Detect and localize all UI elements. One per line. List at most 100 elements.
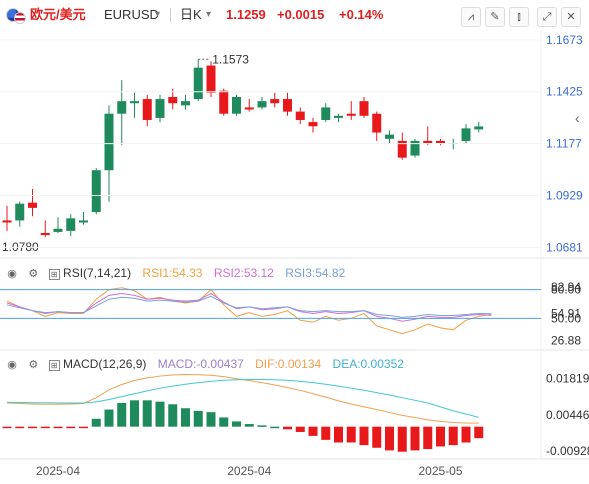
settings-gear-icon[interactable]: ⚙ bbox=[28, 359, 39, 371]
macd-histogram-bar bbox=[104, 409, 114, 427]
rsi-tick-label: 80.00 bbox=[551, 283, 581, 297]
candle-body bbox=[295, 111, 305, 120]
period-selector[interactable]: 日K bbox=[180, 7, 202, 22]
candle-body bbox=[334, 115, 343, 118]
macd-histogram-bar bbox=[168, 404, 178, 427]
candle-body bbox=[104, 113, 114, 171]
candle-body bbox=[40, 232, 50, 236]
chart-header: 欧元/美元 EURUSD ▾ 日K ▾ 1.1259 +0.0015 +0.14… bbox=[0, 0, 589, 30]
candle-body bbox=[321, 107, 331, 120]
rsi-panel-header: ◉ ⚙ ⊞ RSI(7,14,21) RSI1:54.33 RSI2:53.12… bbox=[6, 266, 345, 280]
macd-histogram-bar bbox=[397, 426, 407, 452]
fullscreen-icon[interactable]: ⤢ bbox=[537, 7, 557, 27]
candle-body bbox=[206, 65, 216, 93]
candle-body bbox=[219, 90, 229, 114]
candle-body bbox=[308, 122, 318, 127]
candle-body bbox=[346, 113, 356, 116]
rsi-tick-label: 50.00 bbox=[551, 311, 581, 325]
visibility-eye-icon[interactable]: ◉ bbox=[7, 359, 17, 371]
price-tick-label: 1.1177 bbox=[546, 137, 582, 151]
settings-gear-icon[interactable]: ⚙ bbox=[28, 268, 39, 280]
price-axis: 1.1673 1.1425 1.1177 1.0929 1.0681 bbox=[0, 33, 583, 254]
macd-histogram-bar bbox=[321, 426, 331, 440]
macd-histogram-bar bbox=[15, 426, 25, 429]
macd-histogram-bar bbox=[270, 426, 280, 429]
macd-tick-label: 0.01819 bbox=[546, 372, 589, 386]
close-icon[interactable]: ✕ bbox=[561, 7, 581, 27]
macd-histogram-bar bbox=[461, 426, 471, 443]
rsi-series bbox=[6, 287, 492, 335]
macd-histogram-bar bbox=[410, 426, 420, 451]
macd-histogram-bar bbox=[53, 426, 63, 429]
candle-body bbox=[244, 107, 254, 110]
macd-histogram-bar bbox=[372, 426, 382, 448]
macd-histogram-bar bbox=[40, 426, 50, 429]
macd-histogram-bar bbox=[66, 426, 76, 429]
candle-body bbox=[410, 140, 420, 156]
macd-histogram-bar bbox=[193, 410, 203, 427]
macd-title: MACD(12,26,9) bbox=[63, 357, 147, 371]
macd-histogram-bar bbox=[142, 400, 152, 427]
panel-grid-icon[interactable]: ⊞ bbox=[48, 269, 60, 280]
panel-grid-icon[interactable]: ⊞ bbox=[48, 360, 60, 371]
collapse-panel-icon[interactable]: ‹ bbox=[575, 110, 580, 126]
candle-body bbox=[142, 99, 152, 120]
rsi-tick-label: 82.94 bbox=[551, 280, 581, 294]
macd-histogram-bar bbox=[283, 426, 292, 430]
candle-body bbox=[423, 140, 433, 143]
macd-histogram-bar bbox=[385, 426, 394, 451]
rsi2-value: RSI2:53.12 bbox=[213, 266, 274, 280]
rsi-line-rsi3 bbox=[6, 295, 492, 318]
pair-name-cn: 欧元/美元 bbox=[30, 7, 86, 22]
last-price: 1.1259 bbox=[226, 7, 266, 22]
candle-body bbox=[436, 140, 445, 143]
dea-value: DEA:0.00352 bbox=[332, 357, 404, 371]
candle-body bbox=[474, 126, 484, 130]
macd-histogram-bar bbox=[155, 401, 165, 427]
macd-panel-header: ◉ ⚙ ⊞ MACD(12,26,9) MACD:-0.00437 DIF:0.… bbox=[6, 357, 404, 371]
macd-dea-line bbox=[7, 378, 479, 418]
macd-histogram-bar bbox=[474, 426, 484, 439]
rsi-title: RSI(7,14,21) bbox=[63, 266, 132, 280]
price-change-percent: +0.14% bbox=[339, 7, 384, 22]
macd-histogram-bar bbox=[130, 400, 139, 427]
candle-body bbox=[53, 228, 63, 232]
macd-axis: 0.01819 0.00446 -0.00928 bbox=[546, 372, 589, 458]
macd-histogram-bar bbox=[181, 408, 190, 427]
candle-body bbox=[168, 96, 178, 104]
candle-body bbox=[28, 202, 37, 208]
candle-body bbox=[372, 113, 382, 133]
candle-body bbox=[359, 101, 369, 116]
macd-tick-label: -0.00928 bbox=[546, 444, 589, 458]
draw-pen-icon[interactable]: ✎ bbox=[485, 7, 505, 27]
symbol-dropdown-icon[interactable]: ▾ bbox=[155, 9, 161, 20]
indicator-settings-icon[interactable]: ⩘ bbox=[461, 7, 481, 27]
candle-body bbox=[283, 99, 292, 112]
candle-body bbox=[66, 218, 76, 231]
macd-histogram-bar bbox=[359, 426, 369, 446]
macd-histogram-bar bbox=[448, 426, 458, 446]
candle-body bbox=[461, 128, 471, 141]
high-price-label: 1.1573 bbox=[212, 52, 249, 66]
us-flag-icon bbox=[14, 12, 26, 24]
visibility-eye-icon[interactable]: ◉ bbox=[7, 268, 17, 280]
macd-histogram-bar bbox=[206, 412, 216, 427]
macd-tick-label: 0.00446 bbox=[546, 408, 589, 422]
time-tick-label: 2025-04 bbox=[36, 464, 80, 478]
rsi3-value: RSI3:54.82 bbox=[285, 266, 346, 280]
period-dropdown-icon[interactable]: ▾ bbox=[206, 9, 212, 20]
macd-histogram-bar bbox=[219, 417, 229, 427]
macd-histogram-bar bbox=[334, 426, 343, 443]
header-separator bbox=[170, 8, 171, 22]
rsi-line-rsi1 bbox=[6, 287, 492, 335]
candle-body bbox=[155, 99, 165, 118]
price-tick-label: 1.0681 bbox=[546, 240, 583, 254]
chart-style-icon[interactable]: ⫾ bbox=[509, 7, 529, 27]
macd-histogram-bar bbox=[257, 425, 267, 427]
macd-series bbox=[2, 373, 484, 452]
symbol-label: EURUSD bbox=[104, 7, 159, 22]
rsi-tick-label: 54.91 bbox=[551, 307, 581, 321]
